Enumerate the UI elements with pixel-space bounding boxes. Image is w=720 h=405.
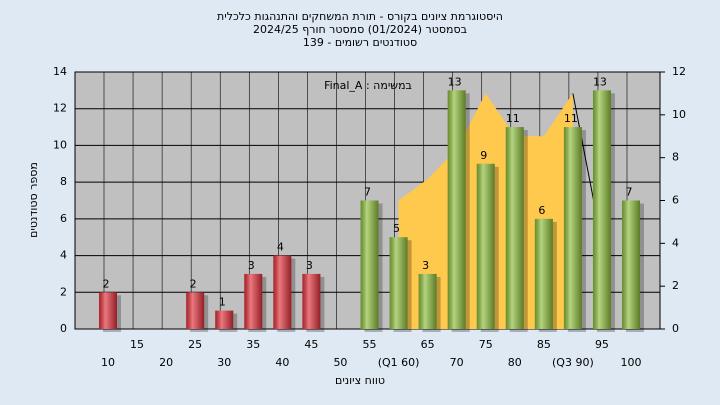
data-label: 11	[506, 112, 520, 125]
y2-tick-label: 12	[672, 65, 686, 78]
y-tick-label: 8	[60, 175, 67, 188]
x-tick-label: 75	[479, 338, 493, 351]
y-tick-label: 4	[60, 249, 67, 262]
bar-shade	[418, 273, 437, 329]
data-label: 1	[219, 296, 226, 309]
x-tick-label: 65	[421, 338, 435, 351]
bar-shade	[563, 127, 582, 329]
x-axis-label: טווח ציונים	[335, 374, 385, 387]
x-tick-label: 50	[333, 356, 347, 369]
data-label: 2	[103, 277, 110, 290]
data-label: 13	[593, 75, 607, 88]
bar-shade	[302, 273, 321, 329]
bar-shade	[447, 90, 466, 329]
data-label: 3	[306, 259, 313, 272]
bar-shade	[592, 90, 611, 329]
y2-tick-label: 10	[672, 108, 686, 121]
x-tick-label: 30	[217, 356, 231, 369]
x-tick-label: 70	[450, 356, 464, 369]
bar-shade	[244, 273, 263, 329]
x-tick-label: 35	[246, 338, 260, 351]
chart-title: היסטוגרמת ציונים בקורס - תורת המשחקים וה…	[217, 10, 503, 23]
bar-shade	[186, 292, 205, 329]
bar-shade	[505, 127, 524, 329]
y-tick-label: 0	[60, 322, 67, 335]
data-label: 9	[480, 149, 487, 162]
data-label: 13	[448, 75, 462, 88]
y-tick-label: 2	[60, 285, 67, 298]
y2-tick-label: 0	[672, 322, 679, 335]
chart-subtitle: בסמסטר (01/2024) סמסטר חורף 2024/25	[253, 23, 467, 36]
x-tick-label: 40	[275, 356, 289, 369]
x-tick-label: 15	[130, 338, 144, 351]
y2-tick-label: 8	[672, 151, 679, 164]
bar-shade	[215, 310, 234, 329]
data-label: 11	[564, 112, 578, 125]
x-tick-label: 95	[595, 338, 609, 351]
x-tick-label: (Q3 90)	[552, 356, 594, 369]
y-tick-label: 10	[53, 138, 67, 151]
y-tick-label: 6	[60, 212, 67, 225]
bar-shade	[622, 200, 640, 329]
y-tick-label: 12	[53, 102, 67, 115]
x-tick-label: 10	[101, 356, 115, 369]
x-tick-label: (Q1 60)	[378, 356, 420, 369]
x-tick-label: 100	[621, 356, 642, 369]
y2-tick-label: 6	[672, 194, 679, 207]
x-tick-label: 80	[508, 356, 522, 369]
data-label: 6	[538, 204, 545, 217]
y-axis-label: מספר סטודנטים	[27, 162, 40, 238]
data-label: 3	[248, 259, 255, 272]
bar-shade	[476, 163, 495, 329]
x-tick-label: 55	[363, 338, 377, 351]
data-label: 5	[393, 222, 400, 235]
data-label: 3	[422, 259, 429, 272]
bar-shade	[389, 237, 408, 329]
x-tick-label: 45	[304, 338, 318, 351]
x-tick-label: 85	[537, 338, 551, 351]
y-tick-label: 14	[53, 65, 67, 78]
bar-shade	[273, 255, 292, 329]
x-tick-label: 20	[159, 356, 173, 369]
data-label: 7	[626, 186, 633, 199]
y2-tick-label: 4	[672, 236, 679, 249]
data-label: 4	[277, 241, 284, 254]
bar-shade	[99, 292, 117, 329]
y2-tick-label: 2	[672, 279, 679, 292]
bar-shade	[534, 218, 553, 329]
data-label: 7	[364, 186, 371, 199]
annotation: Final_A : במשימה	[324, 79, 412, 92]
x-tick-label: 25	[188, 338, 202, 351]
data-label: 2	[190, 277, 197, 290]
chart-subtitle: סטודנטים רשומים - 139	[303, 36, 417, 49]
bar-shade	[360, 200, 379, 329]
